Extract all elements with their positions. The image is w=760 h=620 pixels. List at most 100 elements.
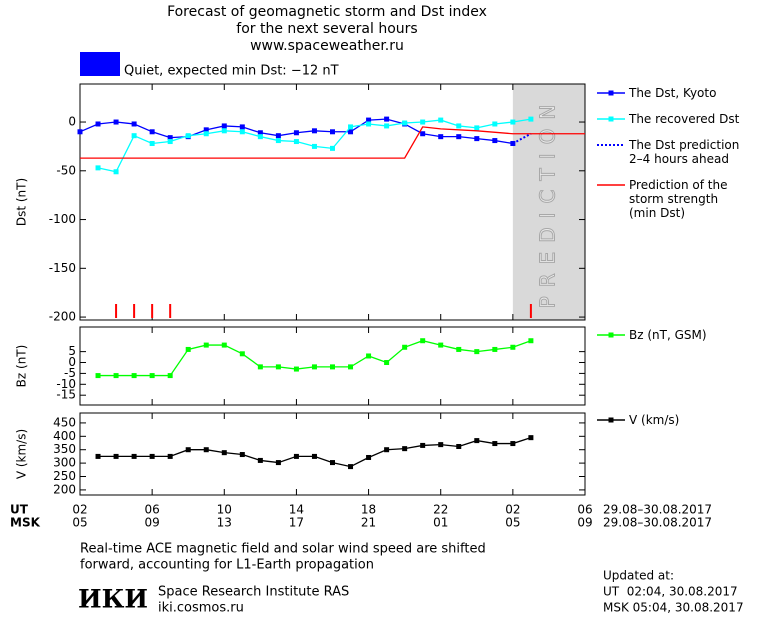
series-marker xyxy=(221,123,227,129)
series-marker xyxy=(420,131,426,137)
updated-line: MSK 05:04, 30.08.2017 xyxy=(603,601,744,615)
series-marker xyxy=(95,165,101,171)
series-marker xyxy=(167,373,173,379)
series-marker xyxy=(293,130,299,136)
series-marker xyxy=(275,460,281,466)
series-marker xyxy=(203,131,209,137)
series-marker xyxy=(366,353,372,359)
y-tick-label: 250 xyxy=(53,469,76,483)
x-tick-label: 02 xyxy=(505,503,520,517)
series-marker xyxy=(330,129,335,135)
y-tick-label: 0 xyxy=(68,115,76,129)
series-marker xyxy=(311,453,317,459)
x-tick-label: 17 xyxy=(289,516,304,530)
legend-marker xyxy=(608,417,614,423)
series-marker xyxy=(113,453,119,459)
series-marker xyxy=(167,139,173,145)
series-marker xyxy=(366,121,372,127)
y-tick-label: 0 xyxy=(68,355,76,369)
series-marker xyxy=(149,453,155,459)
x-tick-label: 13 xyxy=(217,516,232,530)
series-marker xyxy=(95,453,101,459)
series-marker xyxy=(149,129,155,135)
y-tick-label: -200 xyxy=(49,310,76,324)
series-marker xyxy=(131,133,137,139)
legend-label: V (km/s) xyxy=(629,413,680,427)
title-line: www.spaceweather.ru xyxy=(250,38,404,54)
y-tick-label: 5 xyxy=(68,344,76,358)
series-marker xyxy=(221,342,227,348)
y-tick-label: 450 xyxy=(53,415,76,429)
series-marker xyxy=(149,140,155,146)
x-tick-label: 05 xyxy=(505,516,520,530)
series-marker xyxy=(131,373,137,379)
legend-label: Prediction of the storm strength (min Ds… xyxy=(629,178,728,220)
series-marker xyxy=(203,127,209,133)
series-marker xyxy=(438,342,444,348)
x-tick-label: 22 xyxy=(433,503,448,517)
y-tick-label: -15 xyxy=(56,388,76,402)
institute-url: iki.cosmos.ru xyxy=(158,601,244,616)
y-tick-label: 300 xyxy=(53,456,76,470)
series-marker xyxy=(384,360,390,366)
series-marker xyxy=(402,446,408,452)
y-tick-label: 400 xyxy=(53,429,76,443)
series-marker xyxy=(275,133,281,139)
series-marker xyxy=(456,346,462,352)
series-marker xyxy=(420,338,426,344)
series-marker xyxy=(348,129,354,135)
series-marker xyxy=(420,119,426,125)
y-tick-label: -100 xyxy=(49,212,76,226)
series-marker xyxy=(293,139,299,145)
prediction-label: PREDICTION xyxy=(535,96,559,309)
note-line: Real-time ACE magnetic field and solar w… xyxy=(80,542,486,557)
series-marker xyxy=(275,138,281,144)
legend-marker xyxy=(608,332,614,338)
series-marker xyxy=(492,346,498,352)
series-marker xyxy=(185,447,191,453)
series-marker xyxy=(77,129,83,135)
series-marker xyxy=(131,453,137,459)
prediction-region xyxy=(512,84,585,320)
x-tick-label: 06 xyxy=(145,503,160,517)
series-line xyxy=(80,126,585,159)
series-marker xyxy=(348,124,354,130)
series-marker xyxy=(257,130,263,136)
legend-label: The Dst, Kyoto xyxy=(629,86,717,100)
x-tick-label: 01 xyxy=(433,516,448,530)
series-marker xyxy=(384,447,390,453)
series-marker xyxy=(348,364,354,370)
msk-label: MSK xyxy=(10,516,41,530)
x-tick-label: 14 xyxy=(289,503,304,517)
series-marker xyxy=(113,373,119,379)
x-tick-label: 09 xyxy=(145,516,160,530)
plot-frame xyxy=(79,83,586,321)
updated-label: Updated at: xyxy=(603,569,674,583)
y-tick-label: 350 xyxy=(53,442,76,456)
series-marker xyxy=(275,364,281,370)
series-marker xyxy=(221,128,227,134)
series-marker xyxy=(510,119,516,125)
x-tick-label: 10 xyxy=(217,503,232,517)
series-marker xyxy=(203,447,209,453)
ut-label: UT xyxy=(10,503,29,517)
series-marker xyxy=(113,119,119,125)
series-marker xyxy=(492,441,498,447)
ut-date: 29.08–30.08.2017 xyxy=(603,503,712,517)
series-marker xyxy=(311,143,317,149)
x-tick-label: 05 xyxy=(72,516,87,530)
y-axis-label: Dst (nT) xyxy=(15,178,29,226)
series-marker xyxy=(185,133,191,139)
series-marker xyxy=(366,117,372,123)
y-tick-label: -50 xyxy=(56,163,76,177)
y-axis-label: V (km/s) xyxy=(15,429,29,479)
series-marker xyxy=(239,351,245,357)
status-text: Quiet, expected min Dst: −12 nT xyxy=(124,64,339,79)
series-marker xyxy=(311,364,317,370)
series-line xyxy=(98,340,532,377)
series-marker xyxy=(221,450,227,456)
series-marker xyxy=(438,134,444,140)
series-marker xyxy=(474,349,480,355)
